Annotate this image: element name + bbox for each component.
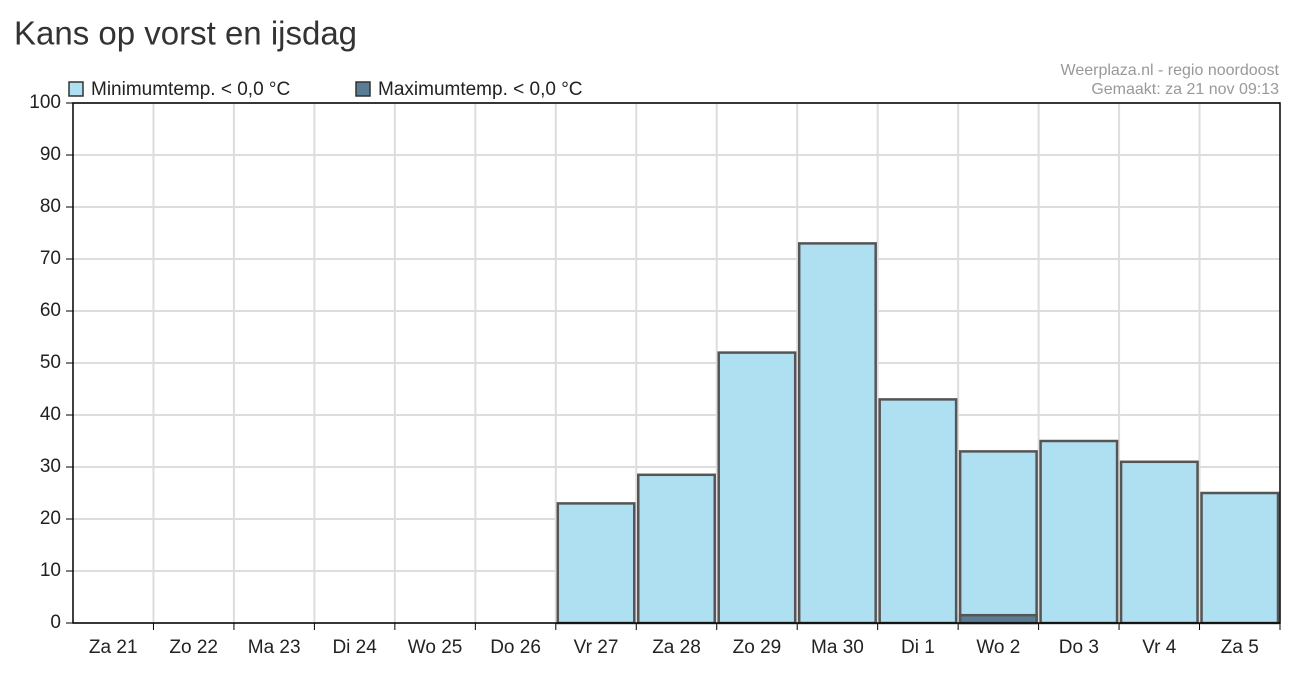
legend-label: Minimumtemp. < 0,0 °C xyxy=(91,79,290,100)
x-tick-label: Zo 29 xyxy=(733,637,782,658)
y-tick-label: 80 xyxy=(40,196,61,217)
x-tick-label: Za 21 xyxy=(89,637,138,658)
y-tick-label: 70 xyxy=(40,248,61,269)
y-tick-label: 20 xyxy=(40,508,61,529)
x-tick-label: Wo 2 xyxy=(976,637,1020,658)
bar xyxy=(1039,439,1119,625)
bar xyxy=(1119,460,1199,625)
x-tick-label: Vr 4 xyxy=(1142,637,1177,658)
bar xyxy=(797,242,877,625)
bar xyxy=(878,398,958,625)
y-tick-label: 10 xyxy=(40,560,61,581)
x-tick-label: Za 5 xyxy=(1221,637,1259,658)
x-tick-label: Di 1 xyxy=(901,637,935,658)
chart-title: Kans op vorst en ijsdag xyxy=(14,15,357,52)
y-tick-label: 100 xyxy=(29,92,61,113)
x-tick-label: Do 26 xyxy=(490,637,541,658)
x-tick-label: Wo 25 xyxy=(408,637,463,658)
y-tick-label: 90 xyxy=(40,144,61,165)
bar xyxy=(958,450,1038,625)
y-tick-label: 30 xyxy=(40,456,61,477)
x-tick-label: Vr 27 xyxy=(574,637,619,658)
x-tick-label: Za 28 xyxy=(652,637,701,658)
plot-border xyxy=(72,102,1281,624)
bar xyxy=(637,473,716,625)
legend-swatch xyxy=(68,81,84,97)
credit: Gemaakt: za 21 nov 09:13 xyxy=(1091,81,1279,98)
y-tick-label: 50 xyxy=(40,352,61,373)
legend-label: Maximumtemp. < 0,0 °C xyxy=(378,79,583,100)
bar xyxy=(556,502,636,625)
y-tick-label: 40 xyxy=(40,404,61,425)
x-tick-label: Do 3 xyxy=(1059,637,1099,658)
bar xyxy=(958,613,1038,625)
x-tick-label: Di 24 xyxy=(332,637,377,658)
y-tick-label: 0 xyxy=(50,612,61,633)
credit: Weerplaza.nl - regio noordoost xyxy=(1061,62,1280,79)
x-tick-label: Zo 22 xyxy=(169,637,218,658)
legend-swatch xyxy=(355,81,371,97)
bar xyxy=(1200,491,1280,625)
x-tick-label: Ma 30 xyxy=(811,637,864,658)
x-tick-label: Ma 23 xyxy=(248,637,301,658)
y-tick-label: 60 xyxy=(40,300,61,321)
bar xyxy=(717,351,797,625)
